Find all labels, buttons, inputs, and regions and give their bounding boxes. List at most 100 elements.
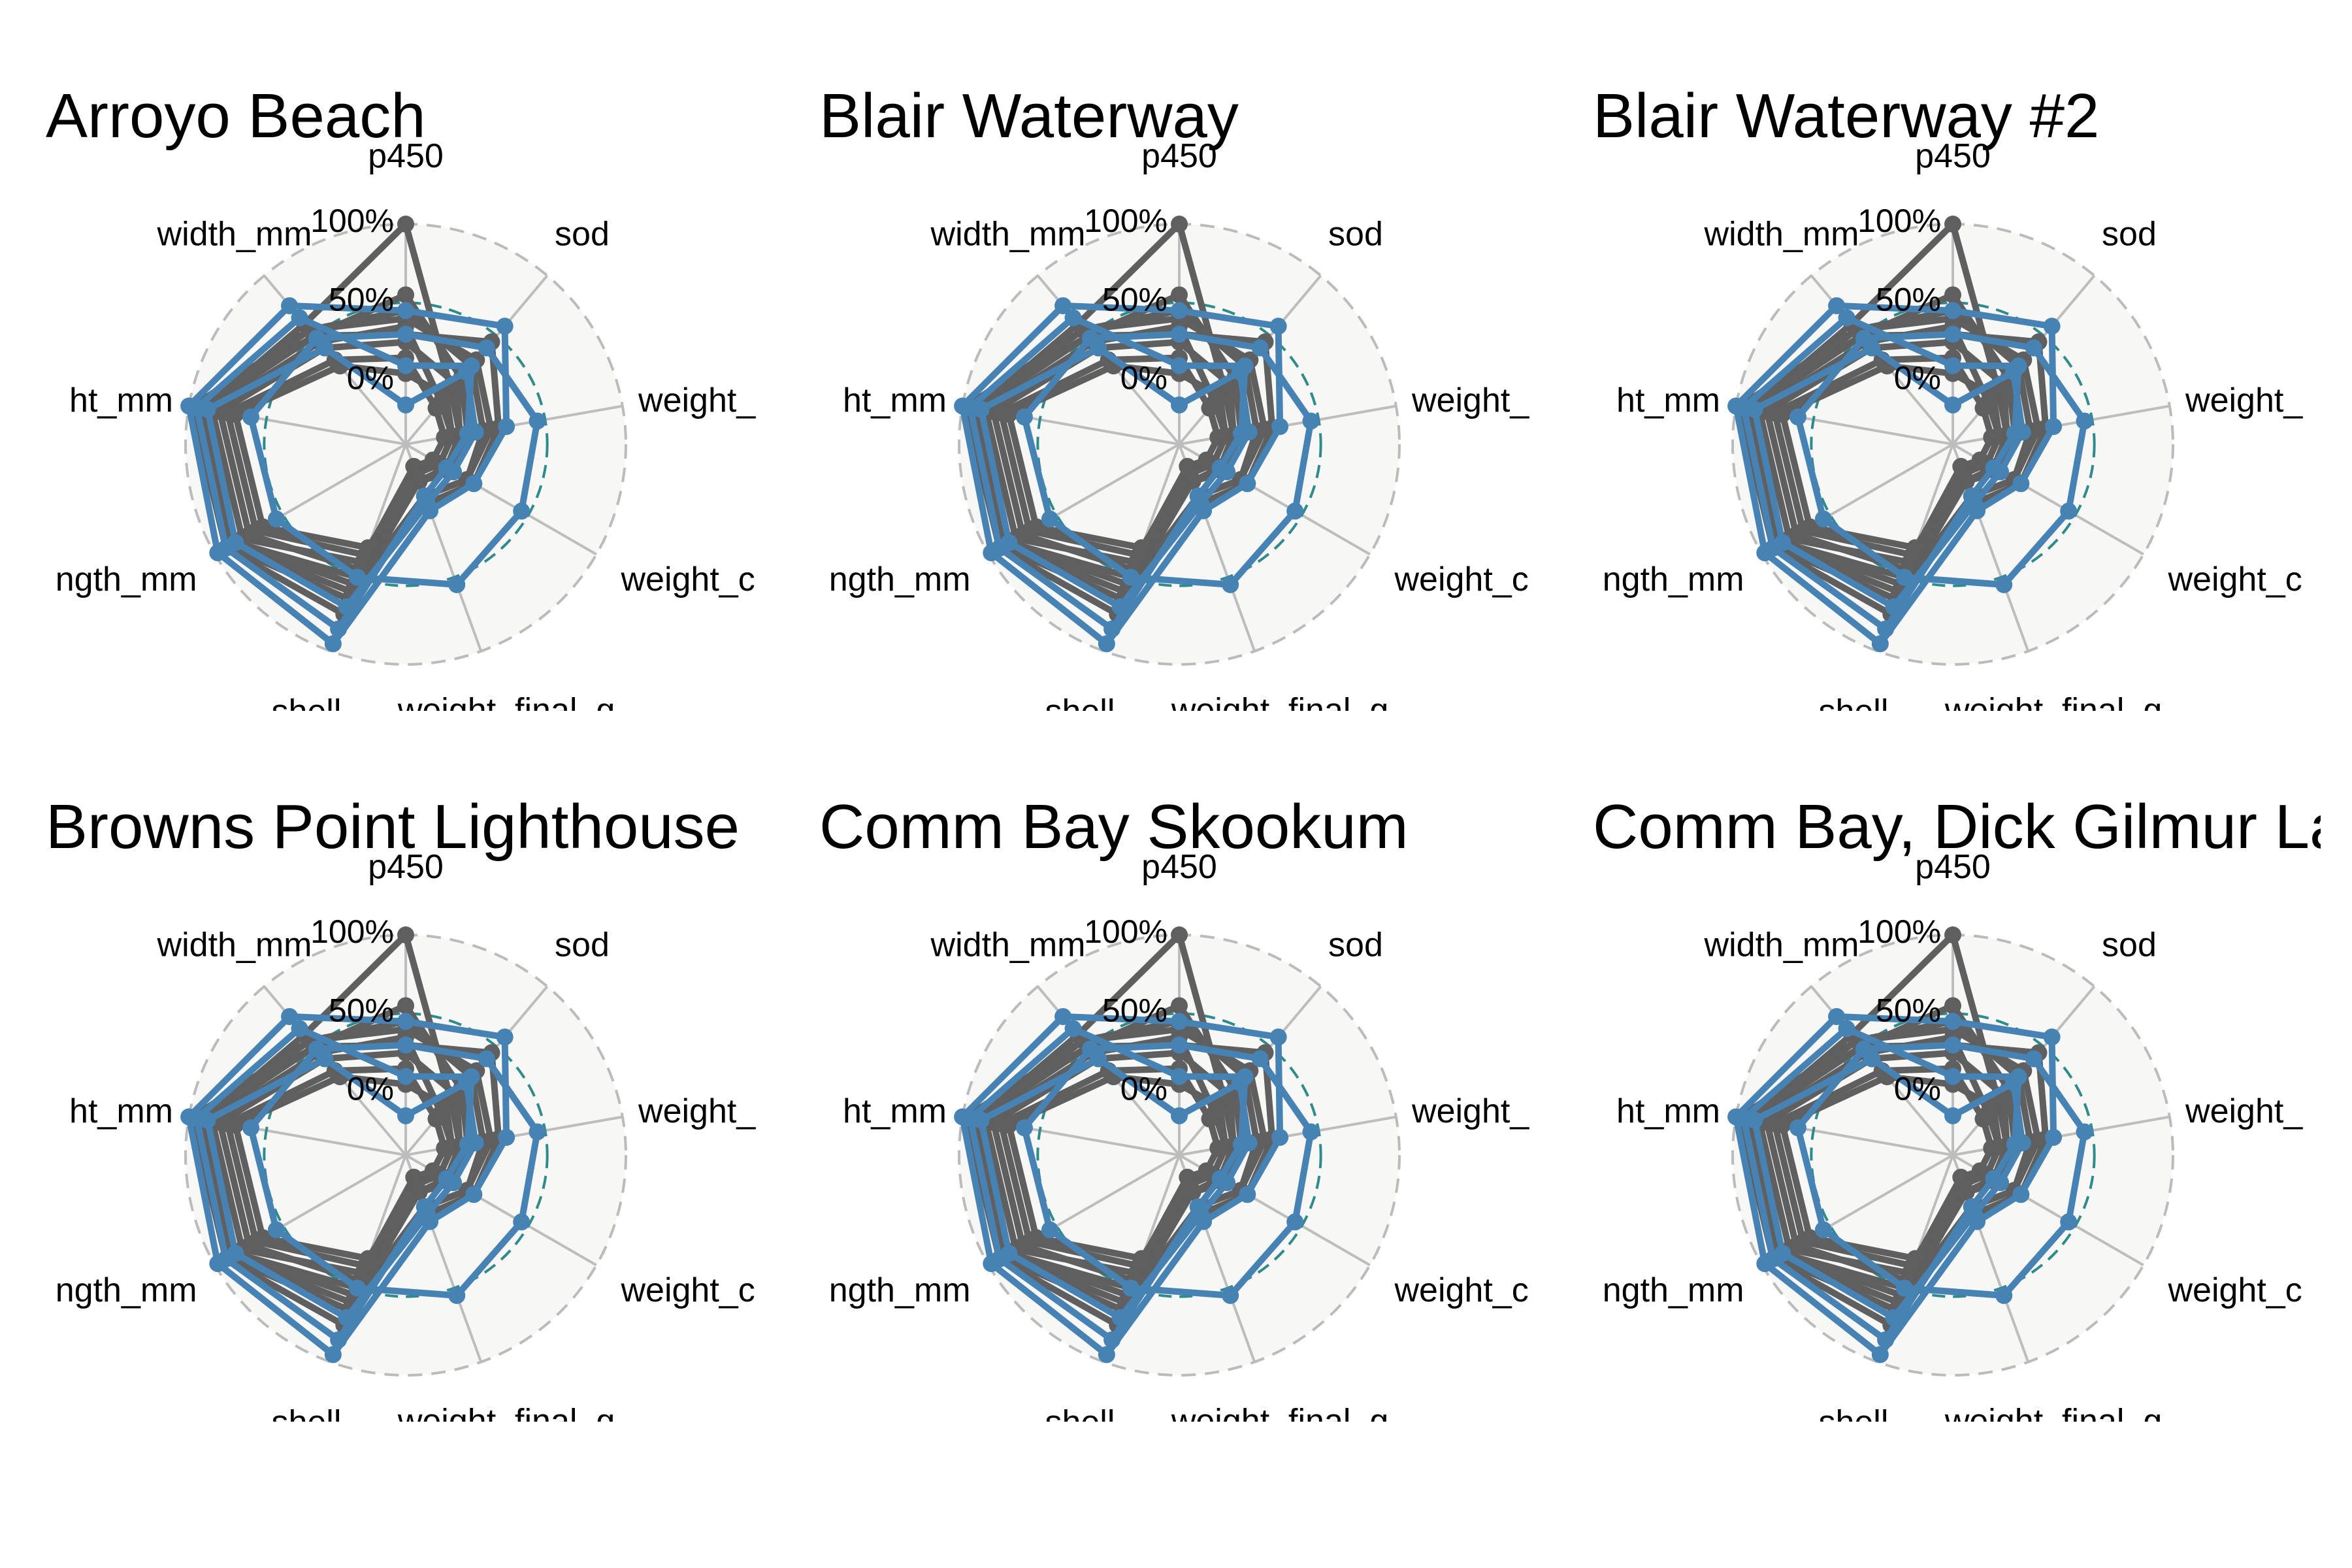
- series-point: [1774, 1117, 1791, 1134]
- series-point: [972, 400, 990, 418]
- axis-label: ht_mm: [843, 1092, 947, 1130]
- series-point: [1302, 1123, 1320, 1141]
- series-line: [216, 1049, 463, 1284]
- series-point: [2014, 423, 2031, 441]
- series-point: [1774, 534, 1791, 551]
- series-point: [418, 1205, 436, 1223]
- series-point: [1944, 302, 1961, 319]
- series-point: [1271, 417, 1289, 435]
- series-point: [1991, 427, 2008, 445]
- axis-label: ht_mm: [843, 382, 947, 419]
- series-point: [227, 1245, 244, 1262]
- series-point: [1098, 1346, 1115, 1364]
- series-point: [1000, 1117, 1018, 1134]
- series-point: [397, 302, 414, 319]
- series-point: [2029, 1132, 2047, 1149]
- ring-label: 0%: [1120, 360, 1168, 397]
- series-point: [291, 1020, 308, 1037]
- series-line: [232, 1073, 456, 1262]
- series-point: [1885, 1309, 1903, 1326]
- series-line: [1763, 1049, 2010, 1284]
- series-highlight-12: [1746, 1050, 2031, 1326]
- axis-label: ngth_mm: [829, 1271, 971, 1309]
- series-point: [2043, 318, 2061, 335]
- series-point: [1944, 286, 1961, 304]
- series-point: [1201, 1110, 1218, 1128]
- series-point: [359, 1250, 377, 1267]
- series-point: [1181, 1176, 1199, 1194]
- reference-ring: [1036, 301, 1322, 587]
- series-point: [1133, 1250, 1151, 1267]
- series-point: [324, 635, 342, 653]
- series-point: [1871, 635, 1889, 653]
- radar-panel: Blair Waterway #2 0% 50% 100% p450 sod weight_…: [1593, 81, 2303, 730]
- series-point: [2045, 1128, 2063, 1146]
- series-point: [1103, 620, 1121, 638]
- series-point: [1171, 396, 1188, 414]
- series-point: [397, 997, 414, 1015]
- series-point: [444, 427, 461, 445]
- series-line: [1751, 1055, 2026, 1321]
- series-point: [1877, 1331, 1895, 1348]
- series-point: [1015, 1119, 1033, 1137]
- series-point: [482, 1132, 500, 1149]
- axis-label: width_mm: [1704, 926, 1859, 964]
- axis-label: shell: [271, 693, 341, 730]
- series-point: [199, 400, 216, 418]
- series-point: [1211, 387, 1228, 405]
- series-point: [254, 518, 272, 536]
- axis-label: p450: [368, 848, 444, 886]
- series-point: [1838, 1020, 1855, 1037]
- series-point: [1015, 408, 1033, 426]
- series-point: [1801, 518, 1819, 536]
- series-point: [529, 412, 546, 430]
- series-line: [204, 1055, 479, 1321]
- series-point: [1103, 1331, 1121, 1348]
- series-point: [281, 1007, 299, 1025]
- axis-label: width_mm: [157, 926, 312, 964]
- series-point: [1211, 1098, 1228, 1116]
- series-point: [1774, 406, 1791, 423]
- axis-label: weight_final_g: [1171, 691, 1388, 729]
- axis-label: width_mm: [930, 216, 1086, 253]
- series-point: [1171, 302, 1188, 319]
- series-highlight-10: [1015, 325, 1320, 593]
- series-line: [198, 1026, 495, 1307]
- axis-label: shell: [1818, 693, 1888, 730]
- series-point: [348, 568, 366, 586]
- series-point: [397, 1036, 414, 1054]
- series-point: [408, 1176, 425, 1194]
- series-point: [427, 1110, 445, 1128]
- series-line: [1751, 344, 2026, 610]
- series-point: [1217, 427, 1235, 445]
- series-point: [448, 1286, 466, 1304]
- series-point: [1122, 568, 1139, 586]
- series-point: [1201, 399, 1218, 417]
- reference-ring: [263, 1012, 549, 1298]
- series-point: [227, 534, 244, 551]
- axis-label: p450: [1915, 137, 1991, 175]
- series-line: [972, 315, 1268, 596]
- axis-label: weight_: [1411, 1092, 1529, 1130]
- series-point: [330, 1331, 348, 1348]
- series-point: [1286, 1213, 1304, 1231]
- series-background-6: [227, 357, 461, 557]
- ring-label: 100%: [1857, 913, 1941, 950]
- series-line: [1779, 1073, 2003, 1262]
- series-point: [1991, 463, 2009, 481]
- series-point: [1192, 495, 1209, 512]
- series-point: [465, 475, 483, 493]
- series-point: [2043, 1028, 2061, 1046]
- series-point: [1240, 423, 1258, 441]
- series-point: [348, 1279, 366, 1297]
- series-point: [1995, 576, 2013, 593]
- ring-label: 50%: [329, 992, 394, 1028]
- series-point: [1286, 502, 1304, 520]
- series-point: [1218, 1174, 1235, 1192]
- axis-label: weight_: [2185, 1092, 2303, 1130]
- axis-label: sod: [1328, 926, 1383, 964]
- series-point: [1965, 495, 1983, 512]
- ring-label: 0%: [347, 360, 394, 397]
- series-highlight-12: [972, 339, 1258, 615]
- series-point: [1256, 421, 1273, 438]
